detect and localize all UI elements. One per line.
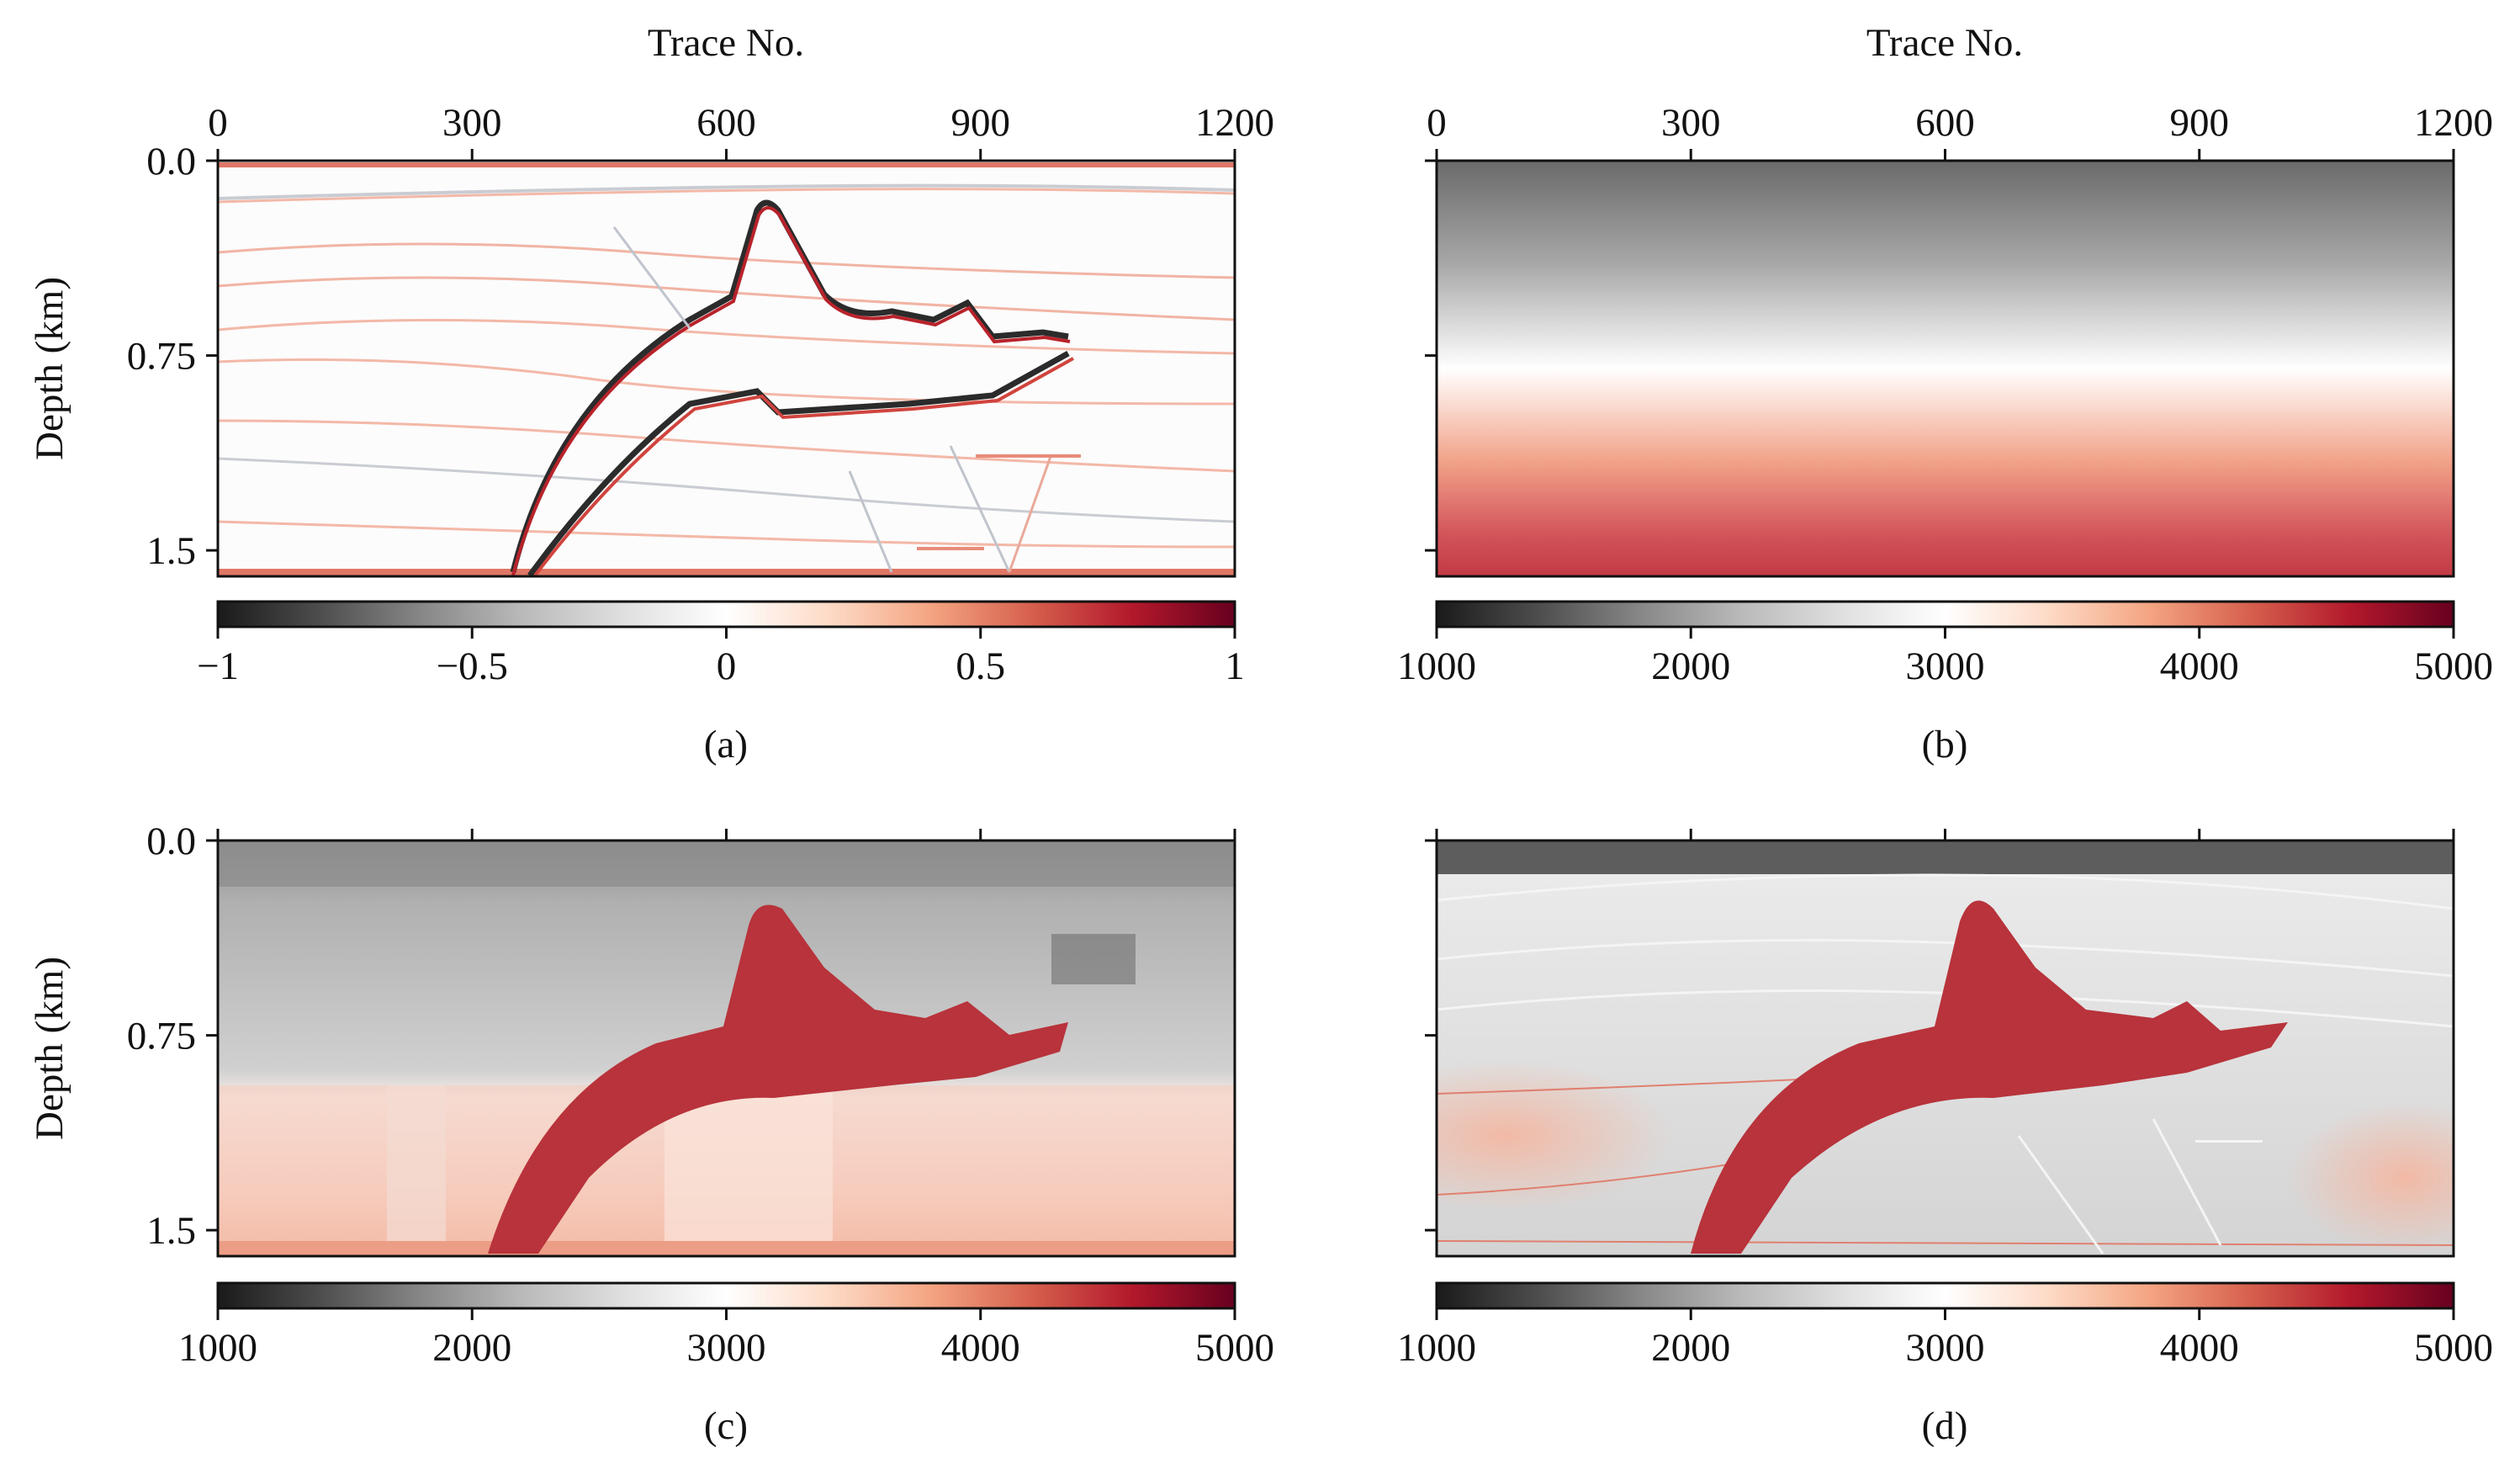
colorbar-tick-label-c: 5000 (1195, 1326, 1274, 1370)
colorbar-tick-label-b: 2000 (1651, 644, 1730, 688)
inverted-velocity-model (218, 841, 1235, 1256)
panel-label-b: (b) (1922, 723, 1968, 766)
y-tick-label-c: 0.0 (146, 819, 196, 863)
salt-body (488, 904, 1068, 1254)
x-tick-label-b: 600 (1915, 101, 1975, 145)
colorbar-tick-label-d: 5000 (2414, 1326, 2493, 1370)
y-tick-label-c: 1.5 (146, 1209, 196, 1253)
initial-velocity-model (1437, 161, 2454, 576)
panel-d (1435, 839, 2455, 1258)
axis-ticks: 0 300 600 900 1200 0.0 0.75 1.5 −1 −0.5 0 0.5 1 0 300 6… (127, 101, 2493, 1370)
colorbar-tick-label-c: 3000 (687, 1326, 766, 1370)
y-axis-title-bottom: Depth (km) (28, 957, 71, 1140)
colorbar-tick-label-d: 3000 (1906, 1326, 1985, 1370)
colorbar-tick-label-c: 4000 (941, 1326, 1020, 1370)
colorbar-tick-label-a: −0.5 (437, 644, 508, 688)
x-tick-label-b: 1200 (2414, 101, 2493, 145)
colorbar-tick-label-d: 2000 (1651, 1326, 1730, 1370)
true-velocity-model (1437, 841, 2454, 1256)
colorbar-d (1435, 1281, 2455, 1310)
colorbar-tick-label-a: 0.5 (956, 644, 1005, 688)
colorbar-tick-label-a: 0 (717, 644, 737, 688)
y-axis-title-top: Depth (km) (28, 277, 71, 460)
colorbar-tick-label-a: 1 (1225, 644, 1245, 688)
seismic-image (218, 161, 1235, 576)
x-axis-title-a: Trace No. (648, 21, 804, 65)
colorbar-c (216, 1281, 1236, 1310)
colorbar-tick-label-b: 4000 (2160, 644, 2239, 688)
y-tick-label-c: 0.75 (127, 1015, 196, 1058)
y-tick-label-a: 0.75 (127, 335, 196, 379)
panel-label-d: (d) (1922, 1404, 1968, 1448)
colorbar-tick-label-d: 4000 (2160, 1326, 2239, 1370)
panel-a (216, 159, 1236, 578)
colorbar-tick-label-c: 2000 (432, 1326, 511, 1370)
x-tick-label-b: 900 (2170, 101, 2230, 145)
panel-c (216, 839, 1236, 1258)
colorbar-tick-label-b: 1000 (1397, 644, 1476, 688)
x-tick-label-a: 1200 (1195, 101, 1274, 145)
x-tick-label-b: 0 (1427, 101, 1447, 145)
colorbar-tick-label-d: 1000 (1397, 1326, 1476, 1370)
salt-body (1691, 900, 2288, 1254)
y-tick-label-a: 1.5 (146, 529, 196, 573)
x-tick-label-a: 900 (951, 101, 1011, 145)
x-tick-label-a: 300 (442, 101, 502, 145)
colorbar-tick-label-c: 1000 (178, 1326, 257, 1370)
panel-b (1435, 159, 2455, 578)
colorbar-tick-label-a: −1 (197, 644, 239, 688)
colorbar-a (216, 600, 1236, 628)
panel-label-c: (c) (704, 1404, 748, 1448)
x-tick-label-b: 300 (1661, 101, 1721, 145)
x-tick-label-a: 0 (208, 101, 228, 145)
colorbar-tick-label-b: 3000 (1906, 644, 1985, 688)
x-axis-title-b: Trace No. (1866, 21, 2023, 65)
panel-label-a: (a) (704, 723, 748, 766)
colorbar-tick-label-b: 5000 (2414, 644, 2493, 688)
colorbar-b (1435, 600, 2455, 628)
x-tick-label-a: 600 (696, 101, 756, 145)
y-tick-label-a: 0.0 (146, 140, 196, 183)
